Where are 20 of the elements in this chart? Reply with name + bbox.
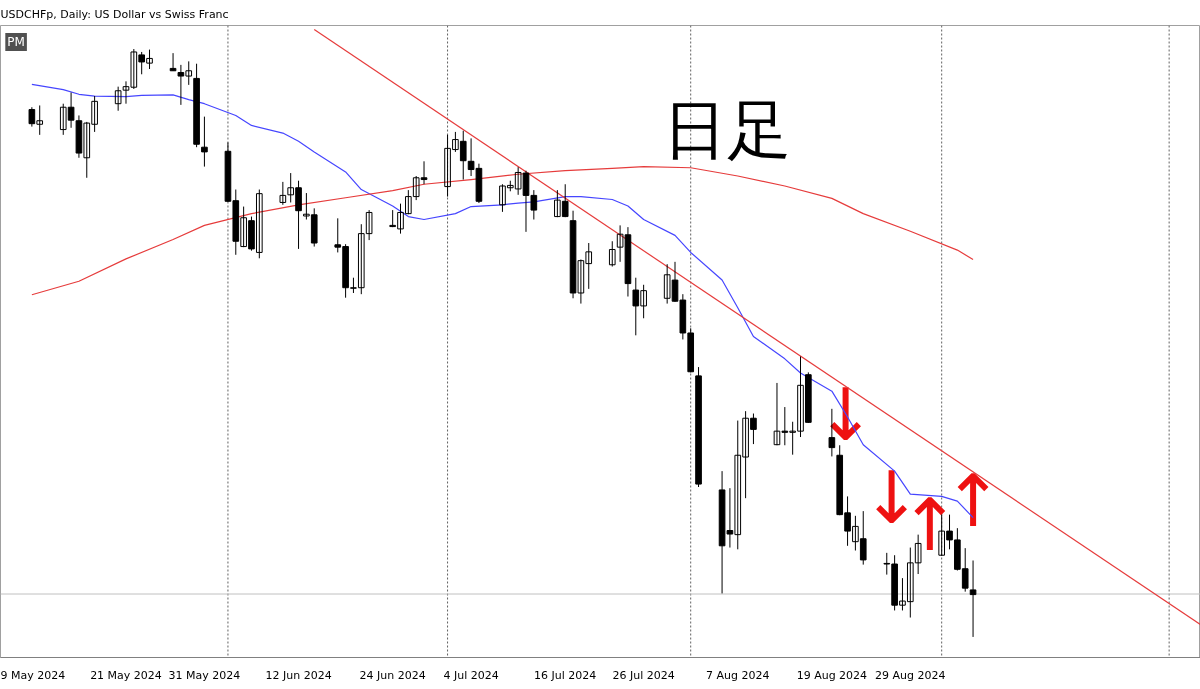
- candlestick: [279, 181, 287, 206]
- chart-subtitle: PM: [7, 35, 25, 50]
- x-tick-label: 19 Aug 2024: [796, 668, 868, 682]
- x-tick-label: 4 Jul 2024: [443, 668, 499, 682]
- x-tick-label: 26 Jul 2024: [612, 668, 675, 682]
- x-tick-label: 16 Jul 2024: [534, 668, 597, 682]
- annotation: 日足: [662, 92, 791, 167]
- x-tick-label: 24 Jun 2024: [359, 668, 426, 682]
- x-tick-label: 21 May 2024: [90, 668, 162, 682]
- x-tick-label: 29 Aug 2024: [875, 668, 946, 682]
- x-tick-label: 9 May 2024: [0, 668, 66, 682]
- candlestick: [969, 560, 977, 638]
- x-tick-label: 31 May 2024: [168, 668, 241, 682]
- candlestick: [114, 86, 122, 112]
- candlestick: [169, 52, 177, 72]
- x-tick-label: 12 Jun 2024: [265, 668, 332, 682]
- chart-title: USDCHFp, Daily: US Dollar vs Swiss Franc: [0, 7, 229, 21]
- x-tick-label: 7 Aug 2024: [706, 668, 770, 682]
- candlestick: [201, 116, 208, 168]
- candlestick: [608, 240, 616, 268]
